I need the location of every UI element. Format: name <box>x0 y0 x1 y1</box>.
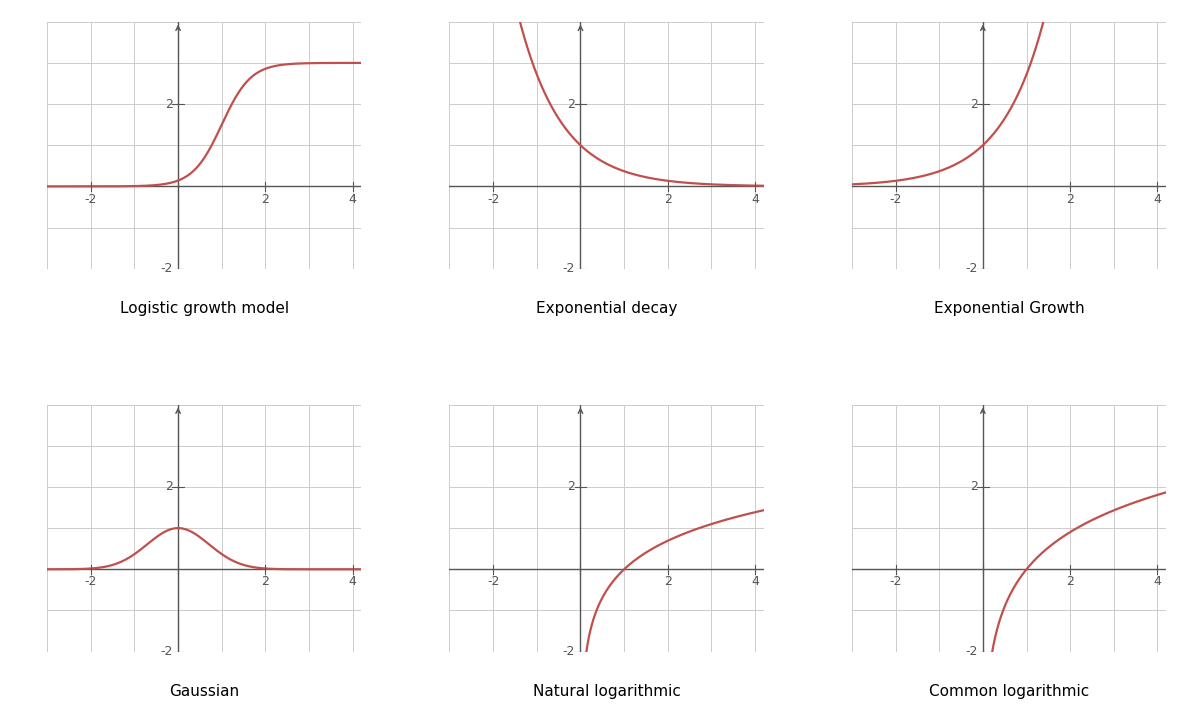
Text: 2: 2 <box>1066 576 1074 589</box>
Text: 2: 2 <box>1066 193 1074 206</box>
Text: 2: 2 <box>262 193 270 206</box>
Text: -2: -2 <box>487 576 499 589</box>
Text: 2: 2 <box>969 481 978 494</box>
Text: Gaussian: Gaussian <box>170 684 239 699</box>
Text: 4: 4 <box>752 193 759 206</box>
Text: Common logarithmic: Common logarithmic <box>929 684 1090 699</box>
Text: 4: 4 <box>1153 193 1162 206</box>
Text: 2: 2 <box>664 576 671 589</box>
Text: 2: 2 <box>568 98 575 111</box>
Text: -2: -2 <box>85 576 97 589</box>
Text: -2: -2 <box>85 193 97 206</box>
Text: -2: -2 <box>889 576 901 589</box>
Text: 2: 2 <box>165 98 173 111</box>
Text: Exponential Growth: Exponential Growth <box>934 301 1085 316</box>
Text: 2: 2 <box>969 98 978 111</box>
Text: Logistic growth model: Logistic growth model <box>120 301 289 316</box>
Text: 2: 2 <box>568 481 575 494</box>
Text: -2: -2 <box>160 645 173 658</box>
Text: -2: -2 <box>563 645 575 658</box>
Text: -2: -2 <box>889 193 901 206</box>
Text: 4: 4 <box>752 576 759 589</box>
Text: -2: -2 <box>965 645 978 658</box>
Text: Exponential decay: Exponential decay <box>536 301 677 316</box>
Text: 2: 2 <box>165 481 173 494</box>
Text: 4: 4 <box>349 193 357 206</box>
Text: 2: 2 <box>262 576 270 589</box>
Text: -2: -2 <box>160 262 173 275</box>
Text: 2: 2 <box>664 193 671 206</box>
Text: Natural logarithmic: Natural logarithmic <box>532 684 681 699</box>
Text: -2: -2 <box>965 262 978 275</box>
Text: -2: -2 <box>563 262 575 275</box>
Text: -2: -2 <box>487 193 499 206</box>
Text: 4: 4 <box>349 576 357 589</box>
Text: 4: 4 <box>1153 576 1162 589</box>
